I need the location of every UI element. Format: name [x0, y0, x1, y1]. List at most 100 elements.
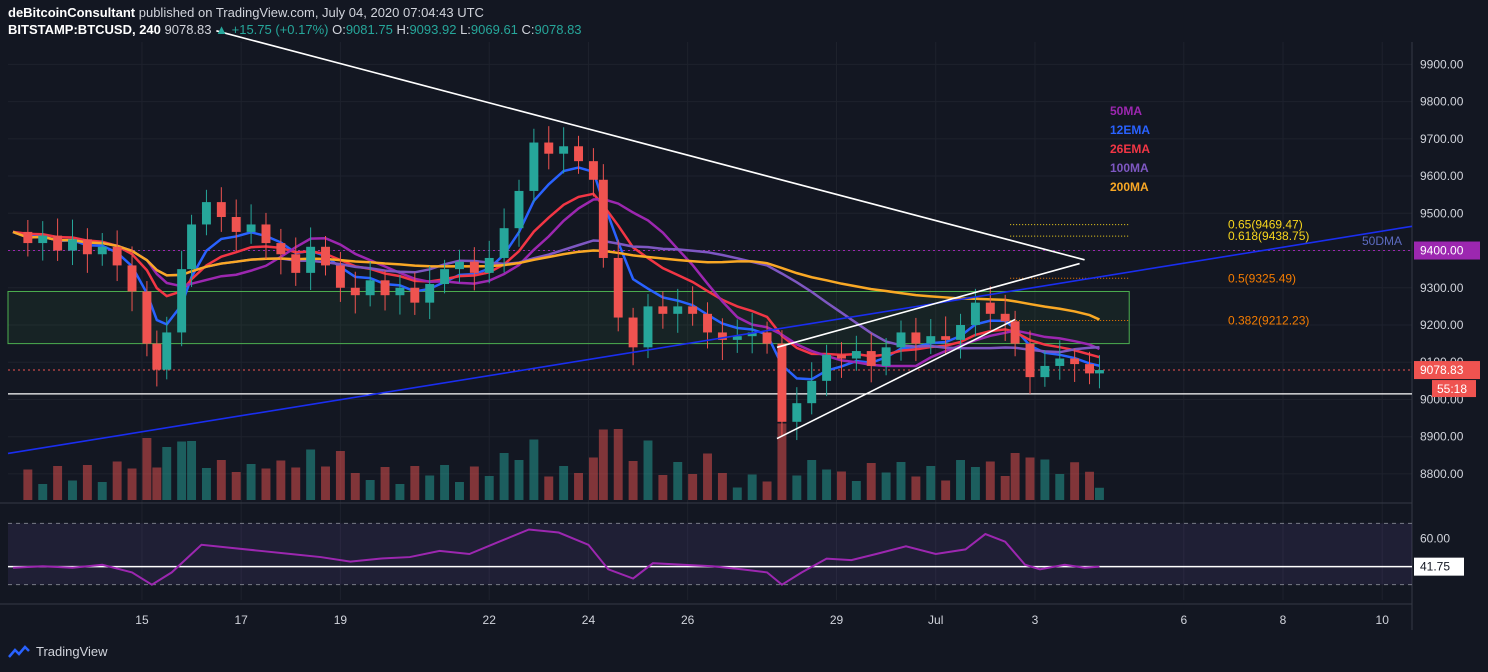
candle-body	[926, 336, 936, 344]
candle-body	[187, 224, 197, 270]
candle-body	[440, 269, 450, 285]
low-value: 9069.61	[470, 22, 518, 37]
time-tick-label: 29	[830, 613, 844, 627]
candle-body	[941, 336, 951, 340]
candle-body	[762, 332, 772, 344]
daily-ma-label: 50DMA	[1362, 234, 1402, 248]
legend-entry: 200MA	[1110, 180, 1149, 194]
open-value: 9081.75	[345, 22, 393, 37]
candle-body	[1070, 358, 1080, 365]
time-axis[interactable]: 15 17 19 22 24 26 29 Jul 3 6 8 10	[135, 613, 1389, 627]
candle-body	[335, 265, 345, 288]
candle-body	[985, 302, 995, 314]
candle-body	[514, 190, 524, 229]
candle-body	[484, 257, 494, 273]
candle-body	[1055, 358, 1065, 366]
price-tick-label: 9600.00	[1420, 169, 1464, 183]
countdown-badge-bg	[1432, 380, 1476, 398]
candle-body	[321, 246, 330, 266]
volume-bar	[544, 476, 554, 500]
candle-body	[276, 243, 286, 255]
volume-bar	[777, 423, 787, 500]
price-axis[interactable]: 9900.00 9800.00 9700.00 9600.00 9500.00 9400.…	[1414, 57, 1480, 481]
volume-bar	[380, 467, 390, 500]
candle-body	[23, 231, 33, 244]
candle-body	[896, 332, 906, 348]
volume-bar	[762, 481, 772, 500]
volume-bar	[1055, 474, 1065, 500]
candle-body	[717, 332, 727, 340]
volume-bar	[574, 473, 583, 500]
candle-body	[97, 246, 107, 255]
volume-bar	[425, 475, 435, 500]
candle-body	[673, 306, 683, 314]
trend-line-wedge-lower	[776, 318, 1016, 440]
candle-body	[380, 280, 390, 296]
legend-entry: 100MA	[1110, 161, 1149, 175]
volume-bar	[321, 466, 330, 500]
candle-body	[201, 202, 211, 225]
close-value: 9078.83	[534, 22, 582, 37]
time-tick-label: 6	[1180, 613, 1187, 627]
ma200-line	[12, 230, 1100, 321]
candle-body	[425, 284, 435, 303]
volume-bar	[68, 480, 77, 500]
candle-body	[559, 146, 569, 154]
support-zone-box	[7, 290, 1130, 345]
time-tick-label: 3	[1032, 613, 1039, 627]
volume-bar	[1085, 471, 1094, 500]
time-tick-label: Jul	[928, 613, 943, 627]
volume-bar	[469, 466, 479, 500]
rsi-line	[12, 528, 1100, 586]
candle-body	[410, 287, 420, 303]
volume-bar	[53, 466, 63, 500]
volume-bar	[38, 484, 48, 500]
candle-body	[881, 347, 891, 366]
candle-body	[732, 336, 742, 340]
rsi-tick-label: 60.00	[1420, 532, 1450, 546]
candle-body	[112, 246, 122, 266]
candle-body	[1010, 321, 1020, 344]
volume-bar	[970, 467, 980, 500]
volume-bar	[529, 439, 539, 500]
rsi-badge-text: 41.75	[1420, 560, 1450, 574]
volume-bar	[588, 457, 598, 500]
candle-body	[643, 306, 653, 348]
candle-body	[469, 261, 479, 273]
high-value: 9093.92	[409, 22, 457, 37]
symbol-label[interactable]: BITSTAMP:BTCUSD, 240	[8, 22, 161, 37]
volume-bar	[187, 441, 197, 500]
candle-body	[1000, 313, 1010, 322]
volume-bar	[246, 464, 256, 500]
volume-bar	[1070, 462, 1080, 500]
volume-bar	[291, 467, 301, 500]
publisher-name[interactable]: deBitcoinConsultant	[8, 5, 136, 20]
volume-bar	[350, 473, 360, 500]
volume-bar	[177, 441, 187, 500]
candle-body	[152, 343, 162, 370]
volume-bar	[911, 476, 921, 500]
price-badge-text: 9400.00	[1420, 244, 1464, 258]
trend-line-downtrend	[216, 30, 1085, 261]
volume-bar	[1025, 457, 1035, 500]
volume-bar	[688, 474, 698, 500]
volume-bar	[454, 482, 464, 500]
candle-body	[82, 239, 92, 255]
volume-bar	[1040, 459, 1050, 500]
volume-bar	[142, 438, 152, 500]
fib-label: 0.65(9469.47)	[1228, 218, 1303, 232]
volume-bar	[306, 449, 316, 500]
volume-bar	[559, 466, 569, 500]
tradingview-footer[interactable]: TradingView	[8, 644, 108, 659]
price-tick-label: 8900.00	[1420, 430, 1464, 444]
candle-body	[970, 302, 980, 325]
volume-bar	[866, 463, 876, 500]
low-label: L:	[460, 22, 471, 37]
candle-body	[1025, 343, 1035, 378]
candle-body	[68, 239, 77, 251]
candle-body	[350, 287, 360, 296]
candle-body	[1040, 365, 1050, 378]
candle-body	[291, 254, 301, 273]
price-change: ▲ +15.75 (+0.17%)	[215, 22, 329, 37]
moving-averages	[12, 166, 1100, 381]
